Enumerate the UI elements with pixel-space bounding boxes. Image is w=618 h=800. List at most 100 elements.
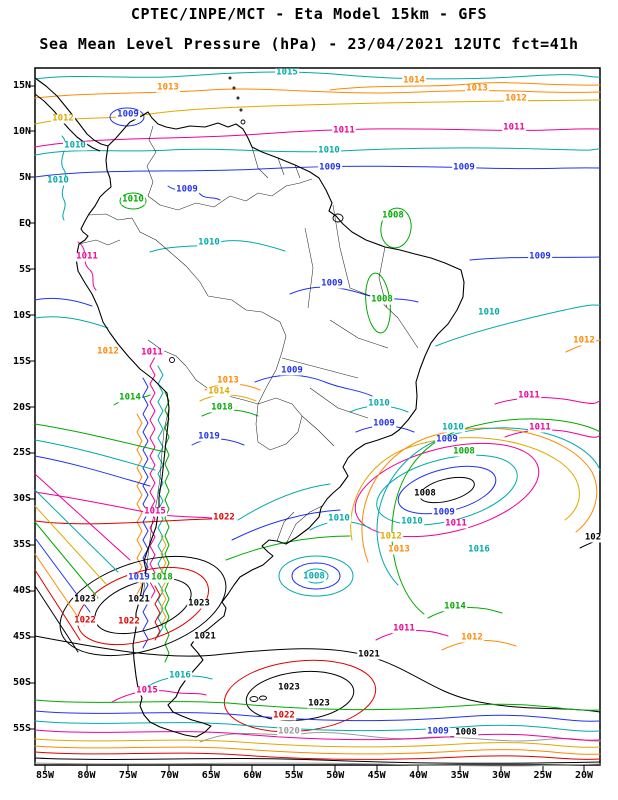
contour-label: 1011 bbox=[75, 251, 99, 262]
contour-label: 1014 bbox=[207, 386, 231, 397]
contour-label: 1023 bbox=[277, 682, 301, 693]
axis-ticks bbox=[29, 85, 585, 772]
contour-label: 1012 bbox=[51, 113, 75, 124]
lat-tick-label: 25S bbox=[12, 447, 31, 459]
lat-tick-label: 15N bbox=[12, 80, 31, 91]
contour-label: 1023 bbox=[307, 698, 331, 709]
lat-tick-label: 10S bbox=[12, 309, 31, 321]
contour-label: 1008 bbox=[370, 294, 394, 305]
contour-label: 1018 bbox=[150, 572, 174, 583]
contour-label: 1010 bbox=[367, 398, 391, 409]
lon-tick-label: 65W bbox=[201, 770, 220, 781]
lat-tick-label: 55S bbox=[12, 723, 31, 735]
contour-label: 1020 bbox=[277, 726, 301, 737]
contour-label: 1010 bbox=[441, 422, 465, 433]
contour-label: 1022 bbox=[73, 615, 97, 626]
contour-label: 1008 bbox=[454, 727, 478, 738]
contour-label: 1016 bbox=[168, 670, 192, 681]
contour-label: 1023 bbox=[187, 598, 211, 609]
contour-label: 1010 bbox=[197, 237, 221, 248]
contour-label: 1016 bbox=[467, 544, 491, 555]
contour-label: 1010 bbox=[63, 140, 87, 151]
contour-label: 1010 bbox=[121, 194, 145, 205]
contour-label: 1008 bbox=[452, 446, 476, 457]
islands bbox=[169, 76, 344, 702]
contour-label: 1009 bbox=[435, 434, 459, 445]
contour-label: 1010 bbox=[327, 513, 351, 524]
lat-tick-label: 5S bbox=[18, 263, 31, 275]
lat-tick-label: 15S bbox=[12, 355, 31, 367]
contour-label: 1010 bbox=[477, 307, 501, 318]
contour-label: 1009 bbox=[320, 278, 344, 289]
lat-tick-label: 30S bbox=[12, 493, 31, 505]
contour-label: 1011 bbox=[502, 122, 526, 133]
contour-label: 1009 bbox=[318, 162, 342, 173]
lat-tick-label: 10N bbox=[12, 125, 31, 137]
lon-tick-label: 45W bbox=[367, 770, 386, 781]
contour-label: 1012 bbox=[96, 346, 120, 357]
lat-tick-label: 40S bbox=[12, 585, 31, 597]
contour-label: 1012 bbox=[460, 632, 484, 643]
contour-label: 1022 bbox=[117, 616, 141, 627]
contour-label: 1015 bbox=[275, 67, 299, 78]
contour-label: 1009 bbox=[432, 507, 456, 518]
contour-label: 1019 bbox=[197, 431, 221, 442]
contour-label: 1021 bbox=[127, 594, 151, 605]
lon-tick-label: 25W bbox=[533, 770, 552, 781]
contour-label: 1012 bbox=[504, 93, 528, 104]
contour-label: 1008 bbox=[302, 571, 326, 582]
contour-label: 1008 bbox=[413, 488, 437, 499]
lat-tick-label: 20S bbox=[12, 401, 31, 413]
contour-label: 1009 bbox=[116, 109, 140, 120]
contour-label: 1013 bbox=[216, 375, 240, 386]
contour-label: 1018 bbox=[210, 402, 234, 413]
contour-label: 1013 bbox=[156, 82, 180, 93]
lon-tick-label: 20W bbox=[574, 770, 593, 781]
contour-label: 1011 bbox=[332, 125, 356, 136]
contour-label: 1009 bbox=[175, 184, 199, 195]
contours-uruguay-low bbox=[225, 483, 371, 597]
lon-tick-label: 35W bbox=[450, 770, 469, 781]
coastline bbox=[34, 76, 465, 738]
contour-label: 1015 bbox=[143, 506, 167, 517]
lon-tick-label: 60W bbox=[243, 770, 262, 781]
contour-label: 1009 bbox=[528, 251, 552, 262]
lat-tick-label: 5N bbox=[18, 171, 31, 183]
contour-label: 1015 bbox=[135, 685, 159, 696]
contours-equatorial bbox=[34, 207, 601, 446]
map-titles: CPTEC/INPE/MCT - Eta Model 15km - GFS Se… bbox=[0, 6, 618, 52]
lon-tick-label: 30W bbox=[492, 770, 511, 781]
contour-label: 1013 bbox=[465, 83, 489, 94]
contour-label: 1011 bbox=[528, 422, 552, 433]
contour-label: 1009 bbox=[280, 365, 304, 376]
lon-tick-label: 50W bbox=[326, 770, 345, 781]
contour-label: 1013 bbox=[387, 544, 411, 555]
lat-tick-label: 50S bbox=[12, 677, 31, 689]
contour-label: 1012 bbox=[379, 531, 403, 542]
lon-tick-label: 70W bbox=[160, 770, 179, 781]
map-frame bbox=[34, 67, 601, 766]
map-title-line2: Sea Mean Level Pressure (hPa) - 23/04/20… bbox=[39, 35, 579, 53]
contour-label: 1009 bbox=[426, 726, 450, 737]
contour-label: 1021 bbox=[193, 631, 217, 642]
contour-label: 1022 bbox=[272, 710, 296, 721]
contour-label: 1009 bbox=[452, 162, 476, 173]
contour-label: 1011 bbox=[392, 623, 416, 634]
lat-tick-label: 35S bbox=[12, 539, 31, 551]
lat-tick-label: EQ bbox=[18, 217, 31, 229]
contour-label: 1011 bbox=[444, 518, 468, 529]
contour-label: 1011 bbox=[517, 390, 541, 401]
contours-north bbox=[34, 71, 601, 221]
contour-label: 1010 bbox=[317, 145, 341, 156]
lat-tick-label: 45S bbox=[12, 631, 31, 643]
contour-label: 1019 bbox=[127, 572, 151, 583]
contour-label: 1011 bbox=[140, 347, 164, 358]
contour-label: 1021 bbox=[357, 649, 381, 660]
contour-label: 102 bbox=[583, 532, 603, 543]
contour-label: 1014 bbox=[443, 601, 467, 612]
lon-tick-label: 85W bbox=[35, 770, 55, 781]
contour-label: 1012 bbox=[572, 335, 596, 346]
contour-label: 1014 bbox=[402, 75, 426, 86]
lon-tick-label: 40W bbox=[409, 770, 428, 781]
